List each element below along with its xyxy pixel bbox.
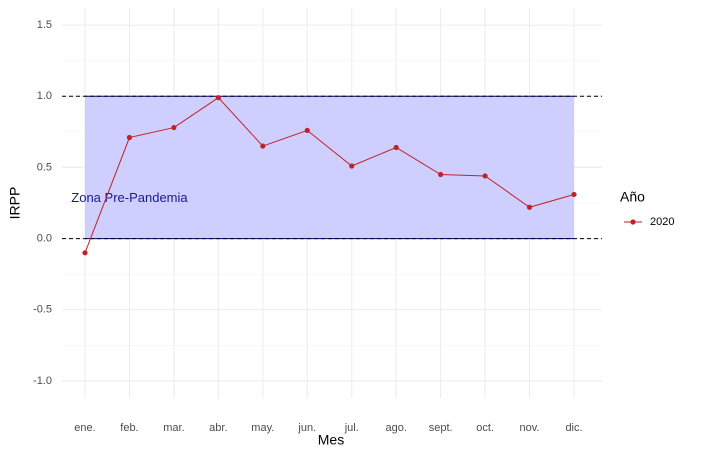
data-point (171, 124, 177, 131)
y-tick-label: 0.0 (37, 232, 52, 244)
x-tick-label: jul. (344, 422, 359, 434)
x-tick-label: jun. (297, 422, 316, 434)
x-tick-label: feb. (120, 422, 138, 434)
data-point (304, 127, 310, 134)
x-tick-label: abr. (209, 422, 227, 434)
data-point (349, 163, 355, 169)
x-tick-label: dic. (565, 422, 582, 434)
y-axis-title: IRPP (7, 187, 23, 220)
x-axis-title: Mes (318, 432, 344, 448)
data-point (482, 173, 488, 179)
legend-label: 2020 (650, 216, 674, 228)
legend-title: Año (620, 189, 645, 205)
x-tick-label: ene. (74, 422, 95, 434)
data-point (260, 143, 266, 149)
series-line (84, 97, 575, 253)
y-tick-label: 0.5 (37, 161, 52, 173)
data-point (438, 171, 444, 178)
x-tick-label: ago. (385, 422, 406, 434)
data-point (126, 134, 133, 141)
x-tick-label: nov. (520, 422, 540, 434)
data-point (571, 191, 577, 198)
data-point (393, 144, 399, 151)
x-tick-label: sept. (429, 422, 453, 434)
x-tick-label: mar. (163, 422, 184, 434)
zone-label: Zona Pre-Pandemia (71, 190, 188, 205)
x-tick-label: oct. (476, 422, 494, 434)
zone (85, 96, 574, 239)
y-tick-label: -1.0 (33, 375, 52, 387)
y-tick-label: 1.0 (37, 90, 52, 102)
legend-point (630, 219, 636, 225)
x-tick-label: may. (251, 422, 274, 434)
data-point (526, 204, 533, 210)
y-tick-label: 1.5 (37, 19, 52, 31)
data-point (82, 250, 88, 256)
y-tick-label: -0.5 (33, 304, 52, 316)
data-point (215, 95, 221, 101)
